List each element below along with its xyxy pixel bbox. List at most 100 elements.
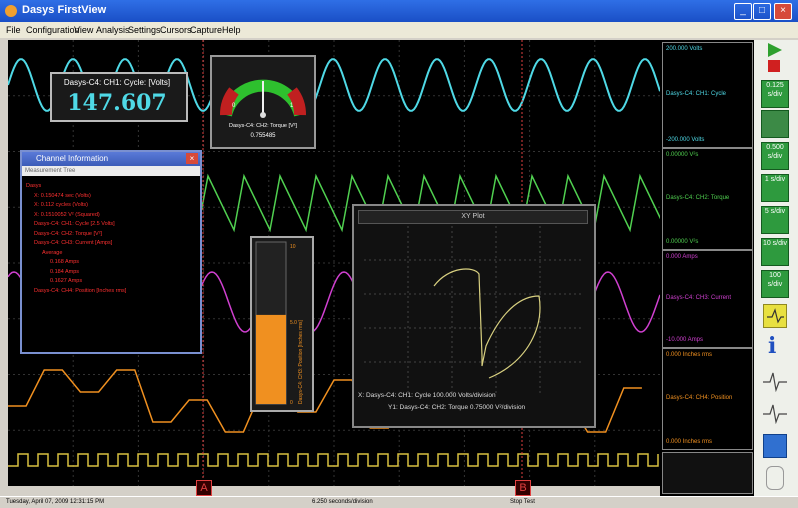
channel-panel-current[interactable]: 0.000 Amps Dasys-C4: CH3: Current -10.00… xyxy=(662,250,753,348)
usb-icon[interactable] xyxy=(766,466,784,490)
digital-channel-panel[interactable] xyxy=(662,452,753,494)
gauge-dial: 0 1 Dasys-C4: CH2: Torque [V²] 0.755485 xyxy=(220,79,306,139)
menu-analysis[interactable]: Analysis xyxy=(96,25,130,35)
status-bar: Tuesday, April 07, 2009 12:31:15 PM 6.25… xyxy=(0,496,798,508)
current-top-scale: 0.000 Amps xyxy=(666,254,698,260)
tree-item[interactable]: Dasys-C4: CH4: Position [Inches rms] xyxy=(34,287,127,294)
bar-bottom-tick: 0 xyxy=(290,400,293,406)
gauge-label: Dasys-C4: CH2: Torque [V²] xyxy=(229,123,298,129)
menu-view[interactable]: View xyxy=(74,25,94,35)
bar-label: Dasys-C4: CH3: Position [Inches rms] xyxy=(298,319,304,404)
tree-item[interactable]: Dasys-C4: CH3: Current [Amps] xyxy=(34,240,113,246)
waveform-icon-2[interactable] xyxy=(762,402,788,424)
channel-info-close-button[interactable]: × xyxy=(186,153,198,164)
gauge-high-zone xyxy=(287,87,306,116)
position-top-scale: 0.000 Inches rms xyxy=(666,352,713,358)
bar-meter[interactable]: 10 5.0 0 Dasys-C4: CH3: Position [Inches… xyxy=(250,236,314,412)
play-icon[interactable] xyxy=(766,42,786,58)
window-title: Dasys FirstView xyxy=(22,4,107,16)
tree-item[interactable]: Dasys xyxy=(26,183,42,189)
channel-info-title: Channel Information xyxy=(36,154,109,163)
timebase-blank-button[interactable] xyxy=(761,110,789,138)
cursor-b-label[interactable]: B xyxy=(515,480,531,496)
bar-fill xyxy=(256,314,286,404)
meter-value: 147.607 xyxy=(67,90,167,116)
tree-item[interactable]: Dasys-C4: CH1: Cycle [2.5 Volts] xyxy=(34,221,115,227)
menu-help[interactable]: Help xyxy=(222,25,241,35)
analog-gauge[interactable]: 0 1 Dasys-C4: CH2: Torque [V²] 0.755485 xyxy=(210,55,316,149)
timebase-0125-button[interactable]: 0.125 s/div xyxy=(761,80,789,108)
menu-capture[interactable]: Capture xyxy=(190,25,223,35)
xy-plot-title[interactable]: XY Plot xyxy=(358,210,588,224)
cycle-channel-name: Dasys-C4: CH1: Cycle xyxy=(666,91,727,97)
tree-item[interactable]: Average xyxy=(42,249,63,256)
position-channel-name: Dasys-C4: CH4: Position xyxy=(666,395,733,401)
minimize-button[interactable]: _ xyxy=(734,3,752,20)
current-channel-name: Dasys-C4: CH3: Current xyxy=(666,295,732,301)
tree-item[interactable]: 0.1627 Amps xyxy=(50,278,83,284)
timebase-1-button[interactable]: 1 s/div xyxy=(761,174,789,202)
cycle-top-scale: 200.000 Volts xyxy=(666,46,703,52)
tree-item[interactable]: X: 0.150474 sec (Volts) xyxy=(34,192,91,199)
digital-meter[interactable]: Dasys-C4: CH1: Cycle: [Volts] 147.607 xyxy=(50,72,188,122)
xy-curve xyxy=(433,268,541,379)
tree-item[interactable]: 0.184 Amps xyxy=(50,268,80,275)
stop-icon[interactable] xyxy=(768,60,780,72)
xy-legend-y: Y1: Dasys-C4: CH2: Torque 0.75000 V²/div… xyxy=(388,404,526,411)
channel-panel-torque[interactable]: 0.00000 V²s Dasys-C4: CH2: Torque 0.0000… xyxy=(662,148,753,250)
waveform-icon-1[interactable] xyxy=(762,370,788,392)
info-icon[interactable]: i xyxy=(768,333,777,359)
channel-scale-panel: 200.000 Volts Dasys-C4: CH1: Cycle -200.… xyxy=(660,40,754,496)
xy-plot-area xyxy=(364,226,584,396)
tree-item[interactable]: X: 0.1510052 V² (Squared) xyxy=(34,211,100,218)
torque-bottom-scale: 0.00000 V²s xyxy=(666,239,699,245)
channel-info-titlebar[interactable]: Channel Information × xyxy=(22,152,200,166)
xy-plot-window[interactable]: XY Plot X: Dasys-C4: CH1: Cycle 100.000 … xyxy=(352,204,596,428)
menu-bar: File Configuration View Analysis Setting… xyxy=(0,22,798,38)
calculator-icon[interactable] xyxy=(763,434,787,458)
bar-mid-tick: 5.0 xyxy=(290,320,297,326)
channel-panel-cycle[interactable]: 200.000 Volts Dasys-C4: CH1: Cycle -200.… xyxy=(662,42,753,148)
gauge-low-zone xyxy=(220,87,239,116)
cycle-trace xyxy=(7,58,661,112)
measurement-tree-tab[interactable]: Measurement Tree xyxy=(22,166,200,176)
status-datetime: Tuesday, April 07, 2009 12:31:15 PM xyxy=(6,499,105,505)
timebase-0500-button[interactable]: 0.500 s/div xyxy=(761,142,789,170)
status-stop-test[interactable]: Stop Test xyxy=(510,499,535,505)
tree-item[interactable]: 0.168 Amps xyxy=(50,259,80,265)
title-bar: Dasys FirstView _ □ × xyxy=(0,0,798,22)
cursor-a-label[interactable]: A xyxy=(196,480,212,496)
maximize-button[interactable]: □ xyxy=(753,3,771,20)
tree-item[interactable]: Dasys-C4: CH2: Torque [V²] xyxy=(34,230,103,237)
bar-top-tick: 10 xyxy=(290,244,296,250)
timebase-5-button[interactable]: 5 s/div xyxy=(761,206,789,234)
gauge-hub xyxy=(260,112,266,118)
cycle-bottom-scale: -200.000 Volts xyxy=(666,137,705,143)
current-bottom-scale: -10.000 Amps xyxy=(666,337,704,343)
status-timebase: 6.250 seconds/division xyxy=(312,499,373,505)
right-toolbar: 0.125 s/div 0.500 s/div 1 s/div 5 s/div … xyxy=(754,40,798,496)
gauge-value: 0.755485 xyxy=(250,133,276,139)
close-button[interactable]: × xyxy=(774,3,792,20)
channel-info-window[interactable]: Channel Information × Measurement Tree D… xyxy=(20,150,202,354)
xy-legend-x: X: Dasys-C4: CH1: Cycle 100.000 Volts/di… xyxy=(358,392,496,399)
menu-cursors[interactable]: Cursors xyxy=(160,25,192,35)
app-icon xyxy=(5,5,17,17)
gauge-max-label: 1 xyxy=(290,103,294,109)
menu-configuration[interactable]: Configuration xyxy=(26,25,80,35)
menu-settings[interactable]: Settings xyxy=(128,25,161,35)
timebase-100-button[interactable]: 100 s/div xyxy=(761,270,789,298)
menu-file[interactable]: File xyxy=(6,25,21,35)
torque-channel-name: Dasys-C4: CH2: Torque xyxy=(666,195,730,201)
tree-item[interactable]: X: 0.112 cycles (Volts) xyxy=(34,202,89,208)
bar-meter-graphic: 10 5.0 0 Dasys-C4: CH3: Position [Inches… xyxy=(255,241,304,406)
measurement-tree: Dasys X: 0.150474 sec (Volts) X: 0.112 cyc… xyxy=(26,182,126,296)
meter-caption: Dasys-C4: CH1: Cycle: [Volts] xyxy=(63,78,171,87)
position-bottom-scale: 0.000 Inches rms xyxy=(666,439,713,445)
waveform-yellow-icon[interactable] xyxy=(763,304,787,328)
torque-top-scale: 0.00000 V²s xyxy=(666,152,699,158)
channel-panel-position[interactable]: 0.000 Inches rms Dasys-C4: CH4: Position… xyxy=(662,348,753,450)
digital-trace xyxy=(8,453,659,467)
timebase-10-button[interactable]: 10 s/div xyxy=(761,238,789,266)
